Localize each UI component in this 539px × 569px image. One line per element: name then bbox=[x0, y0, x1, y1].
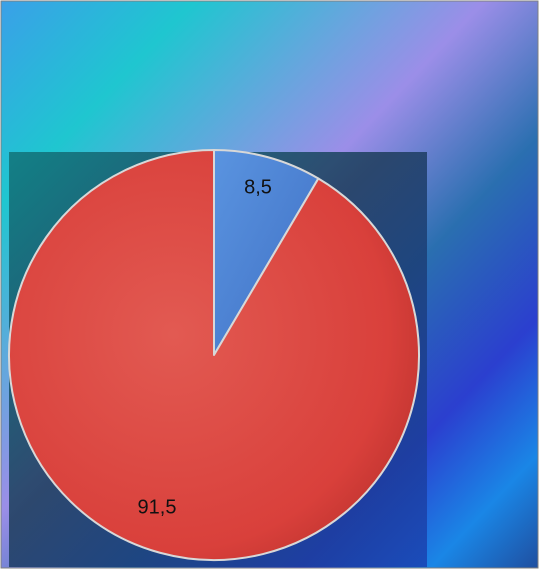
pie-slice-small bbox=[213, 149, 320, 356]
pie-slices bbox=[8, 149, 420, 561]
pie-slice-large bbox=[8, 149, 420, 561]
data-label-small: 8,5 bbox=[244, 176, 272, 198]
data-label-large: 91,5 bbox=[138, 496, 177, 518]
pie-data-labels: 8,5 91,5 bbox=[138, 176, 272, 518]
